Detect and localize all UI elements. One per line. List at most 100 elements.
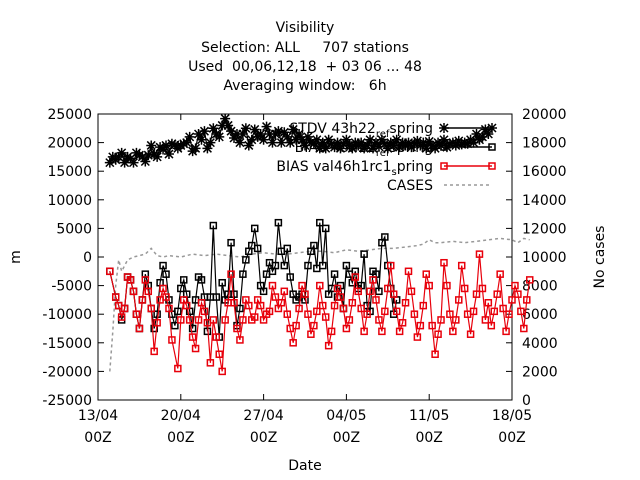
data-point (237, 129, 248, 140)
data-point (233, 324, 241, 333)
data-point (301, 290, 309, 298)
data-point (379, 138, 390, 149)
data-point (259, 287, 268, 296)
title-line-4: Averaging window: 6h (223, 78, 386, 94)
data-point (217, 120, 228, 131)
data-point (159, 261, 167, 270)
data-point (243, 140, 254, 151)
data-point (223, 120, 234, 131)
series-layer (104, 113, 534, 376)
data-point (381, 233, 389, 241)
right-tick-label: 18000 (522, 136, 567, 152)
data-point (384, 284, 392, 293)
legend-label-sub: ref (376, 129, 390, 140)
data-point (236, 336, 244, 344)
data-point (413, 333, 422, 341)
data-point (302, 131, 313, 142)
x-tick-label-date: 04/05 (326, 408, 366, 424)
legend-label-tail: spring (389, 121, 433, 137)
data-point (289, 339, 297, 347)
data-point (440, 143, 448, 151)
data-point (212, 293, 221, 301)
data-point (280, 261, 289, 270)
data-point (391, 134, 402, 145)
data-point (256, 301, 265, 310)
data-point (388, 140, 399, 151)
data-point (339, 304, 348, 313)
data-point (106, 267, 114, 276)
x-tick-label-hour: 00Z (167, 430, 194, 446)
data-point (144, 287, 153, 296)
x-tick-label-date: 27/04 (243, 408, 283, 424)
data-point (143, 150, 154, 161)
data-point (174, 364, 182, 373)
data-point (373, 141, 384, 152)
data-point (137, 151, 148, 162)
data-point (381, 307, 389, 316)
title-line-3: Used 00,06,12,18 + 03 06 ... 48 (188, 59, 422, 75)
data-point (456, 139, 467, 150)
data-point (525, 276, 534, 284)
data-point (236, 304, 244, 313)
data-point (265, 307, 274, 316)
data-point (174, 307, 182, 316)
data-point (283, 244, 292, 253)
data-point (212, 333, 221, 341)
data-point (412, 135, 423, 146)
right-tick-label: 2000 (522, 364, 558, 380)
data-point (508, 296, 516, 304)
data-point (387, 261, 395, 270)
data-point (375, 287, 383, 296)
data-point (477, 131, 488, 142)
data-point (239, 270, 247, 278)
data-point (348, 299, 357, 307)
data-point (177, 284, 185, 293)
data-point (180, 276, 188, 284)
x-tick-label-hour: 00Z (415, 430, 442, 446)
data-point (250, 313, 259, 321)
data-point (307, 330, 315, 338)
data-point (316, 218, 324, 227)
data-point (288, 124, 299, 135)
data-point (282, 131, 293, 142)
data-point (493, 290, 501, 298)
data-point (153, 310, 161, 318)
data-point (483, 129, 494, 140)
data-point (166, 138, 177, 149)
data-point (271, 293, 280, 301)
data-point (218, 367, 226, 376)
data-point (455, 296, 463, 304)
data-point (152, 151, 163, 162)
data-point (421, 143, 432, 154)
data-point (389, 290, 398, 298)
data-point (283, 310, 292, 318)
data-point (268, 281, 277, 290)
data-point (196, 134, 207, 145)
data-point (419, 301, 428, 310)
legend-label: BIAS val46h1rc1spring (276, 159, 433, 178)
data-point (452, 316, 460, 324)
data-point (215, 350, 223, 358)
data-point (267, 137, 278, 148)
data-point (347, 143, 358, 154)
data-point (135, 324, 144, 333)
data-point (481, 316, 490, 324)
left-tick-label: -25000 (42, 393, 92, 409)
data-point (218, 278, 226, 287)
right-tick-label: 4000 (522, 336, 558, 352)
data-point (304, 261, 312, 270)
data-point (314, 143, 325, 154)
data-point (234, 137, 245, 148)
data-point (351, 273, 360, 281)
data-point (117, 313, 126, 321)
data-point (197, 276, 206, 284)
left-tick-label: -15000 (42, 336, 92, 352)
data-point (443, 281, 451, 290)
data-point (502, 327, 510, 336)
data-point (242, 256, 250, 264)
data-point (199, 126, 210, 137)
data-point (220, 113, 231, 124)
data-point (208, 123, 219, 134)
data-point (316, 281, 324, 290)
